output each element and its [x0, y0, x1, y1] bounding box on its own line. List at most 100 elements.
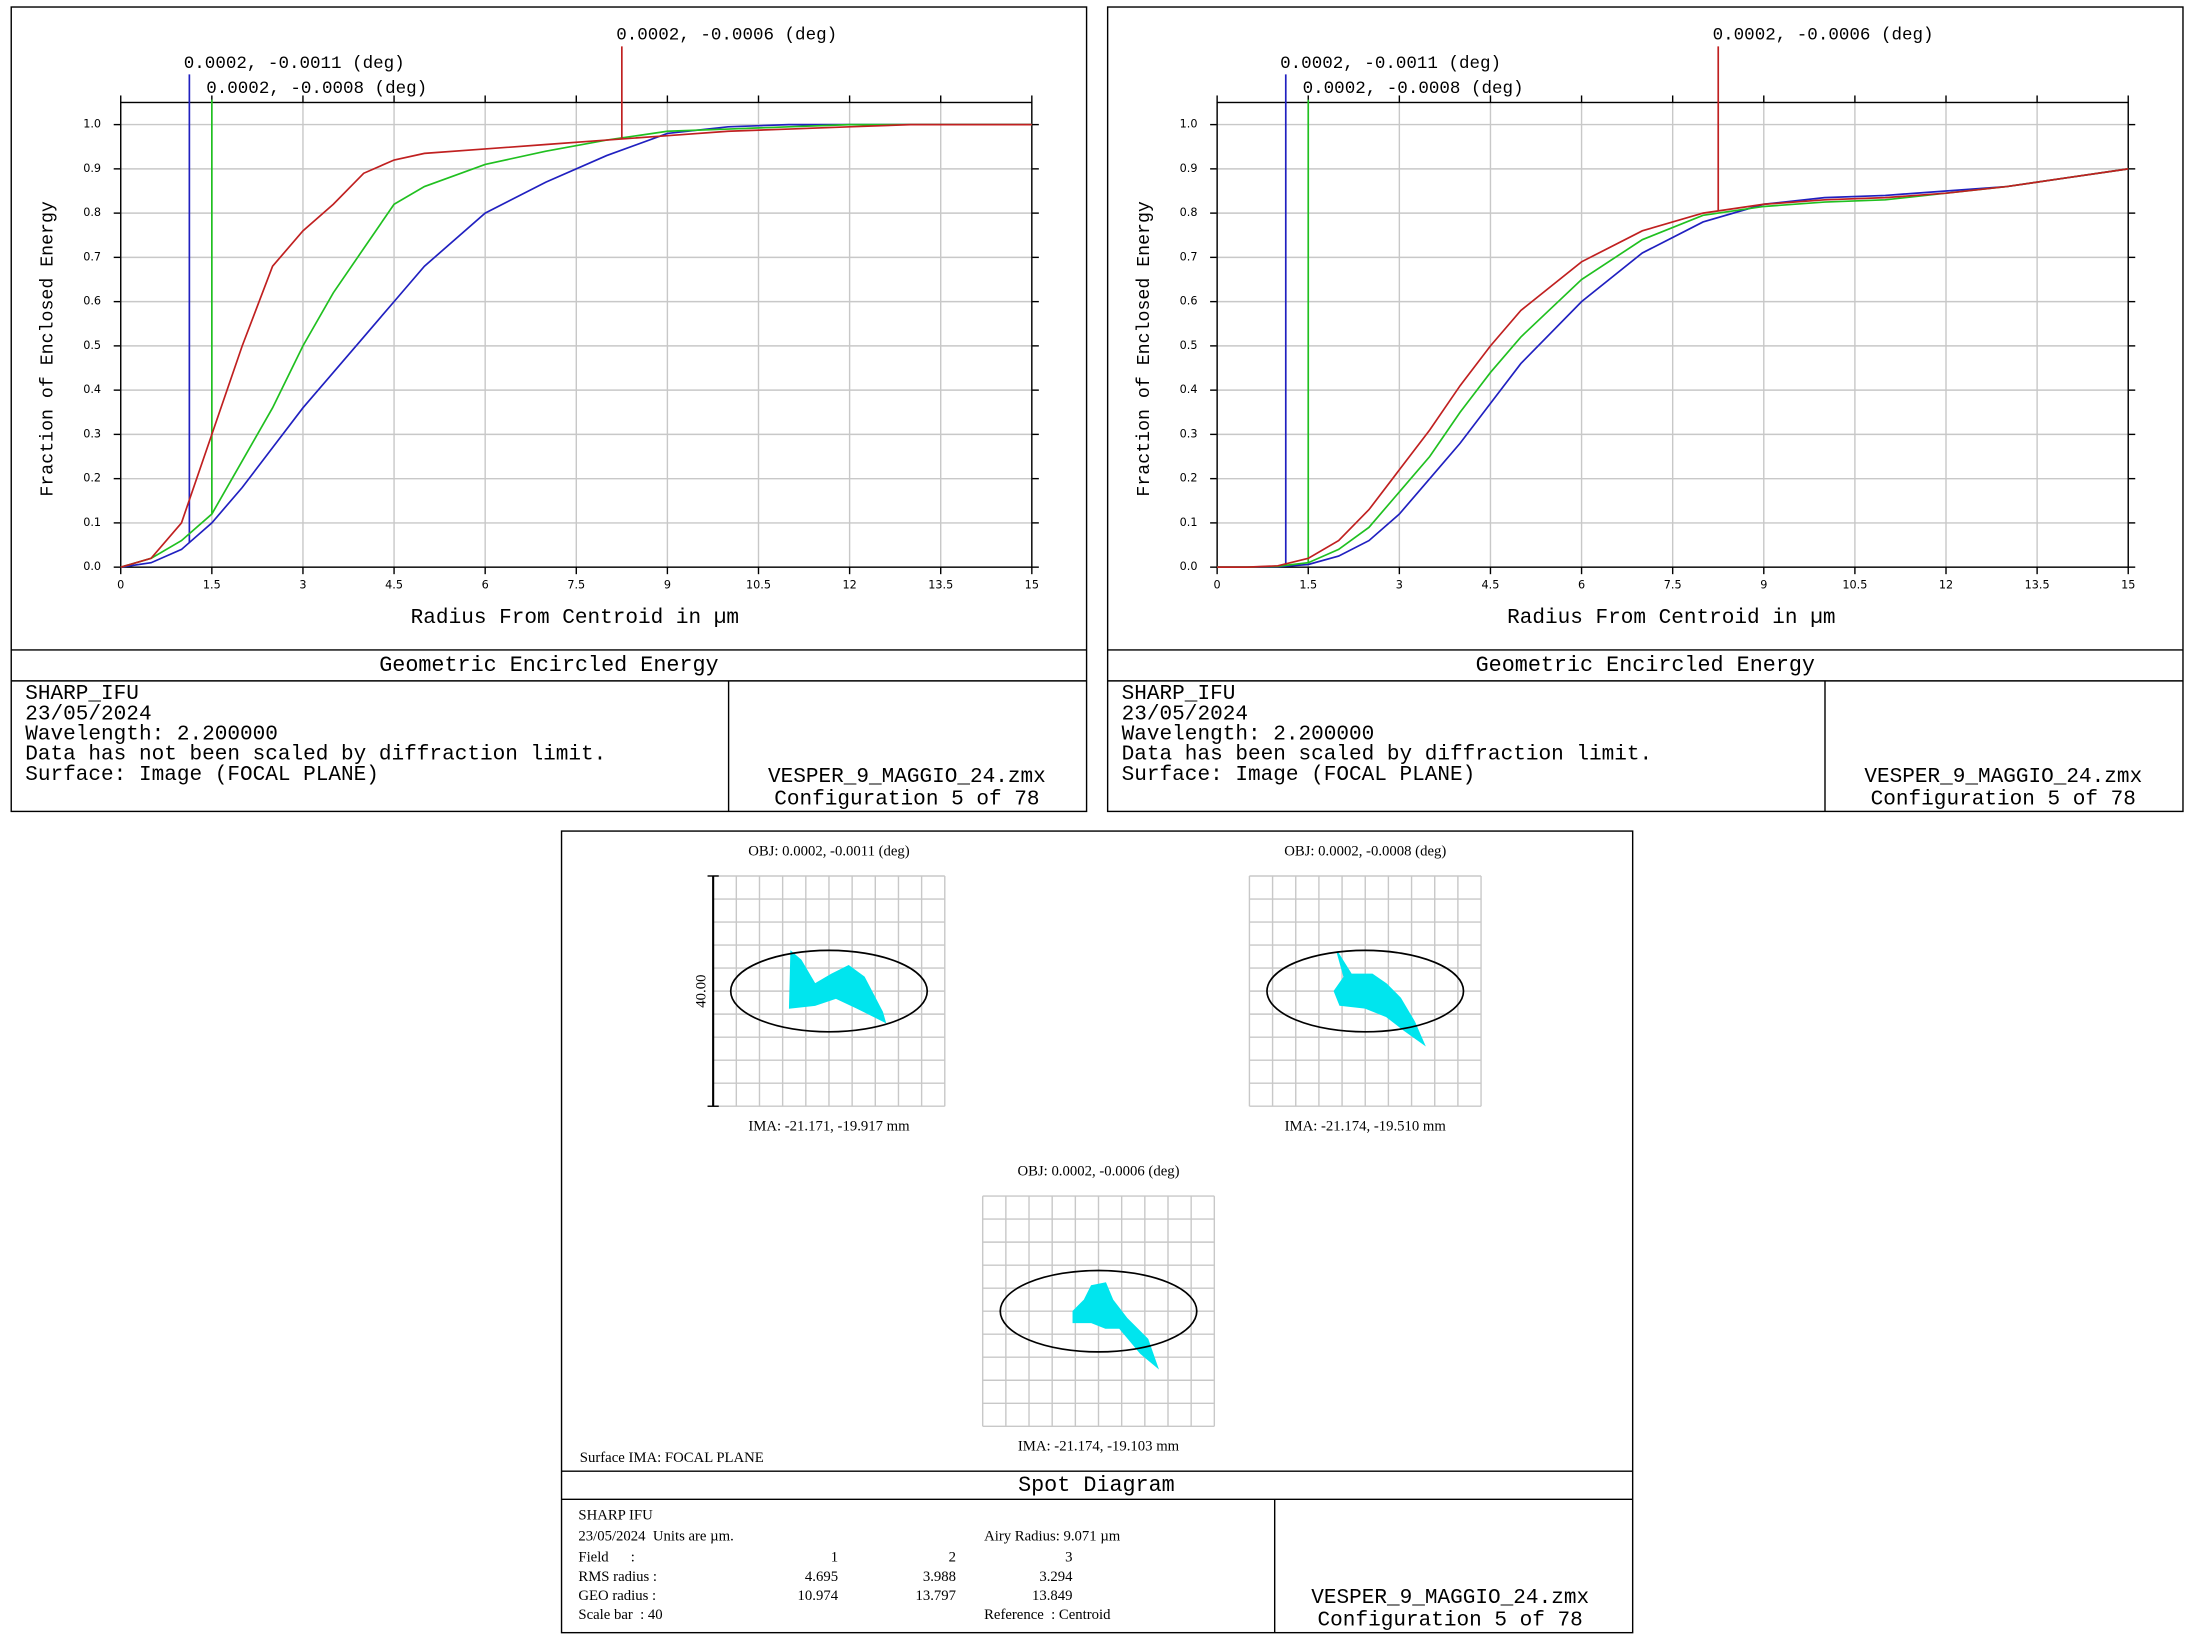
y-axis-label: Fraction of Enclosed Energy: [39, 201, 59, 497]
panel-title: Spot Diagram: [1018, 1473, 1175, 1498]
field-image: IMA: -21.174, -19.103 mm: [1018, 1439, 1180, 1455]
field-image: IMA: -21.174, -19.510 mm: [1285, 1119, 1447, 1135]
plot-frame: [120, 101, 1033, 568]
spot-pattern: [1333, 951, 1426, 1047]
airy-ellipse: [999, 1269, 1198, 1353]
x-tick-label: 6: [482, 578, 489, 591]
y-tick-label: 0.5: [83, 339, 101, 352]
y-axis-label: Fraction of Enclosed Energy: [1135, 201, 1155, 497]
y-tick-label: 0.2: [83, 472, 101, 485]
y-tick-label: 0.8: [83, 206, 101, 219]
surface-label: Surface IMA: FOCAL PLANE: [580, 1450, 764, 1466]
y-tick-label: 0.4: [83, 383, 101, 396]
info-line: Wavelength: 2.200000: [25, 722, 278, 746]
field-label: 0.0002, -0.0011 (deg): [184, 54, 405, 74]
field-object: OBJ: 0.0002, -0.0006 (deg): [1017, 1164, 1179, 1180]
panel-title: Geometric Encircled Energy: [1476, 653, 1815, 678]
field-label: 0.0002, -0.0008 (deg): [206, 79, 427, 99]
x-tick-label: 4.5: [385, 578, 403, 591]
table-cell: GEO radius :: [578, 1588, 656, 1604]
x-tick-label: 1.5: [203, 578, 221, 591]
x-tick-label: 0: [117, 578, 124, 591]
panel-frame: [560, 830, 1634, 1634]
table-cell: 10.974: [798, 1588, 839, 1604]
scale-label: 40.00: [693, 975, 709, 1008]
info-line: Surface: Image (FOCAL PLANE): [25, 763, 379, 787]
field-image: IMA: -21.171, -19.917 mm: [748, 1119, 910, 1135]
y-tick-label: 0.6: [1180, 295, 1198, 308]
info-line: Scale bar : 40: [578, 1607, 662, 1623]
y-tick-label: 0.3: [83, 427, 101, 440]
x-tick-label: 13.5: [2025, 578, 2050, 591]
y-tick-label: 0.2: [1180, 472, 1198, 485]
table-cell: RMS radius :: [578, 1569, 657, 1585]
y-tick-label: 0.4: [1180, 383, 1198, 396]
file-name: VESPER_9_MAGGIO_24.zmx: [768, 765, 1046, 789]
table-cell: 2: [949, 1550, 956, 1566]
x-tick-label: 10.5: [1842, 578, 1867, 591]
y-tick-label: 0.6: [83, 295, 101, 308]
info-line: Airy Radius: 9.071 µm: [984, 1529, 1121, 1545]
x-tick-label: 10.5: [746, 578, 771, 591]
series-line: [1217, 168, 2129, 568]
spot-pattern: [1072, 1282, 1159, 1370]
panel-frame: [10, 6, 1088, 813]
plot-frame: [1216, 101, 2129, 568]
table-cell: 3.294: [1039, 1569, 1073, 1585]
table-cell: 4.695: [805, 1569, 838, 1585]
table-cell: 13.849: [1032, 1588, 1073, 1604]
field-object: OBJ: 0.0002, -0.0008 (deg): [1284, 844, 1446, 860]
x-tick-label: 9: [1760, 578, 1767, 591]
airy-ellipse: [729, 949, 929, 1033]
info-line: 23/05/2024: [25, 702, 151, 726]
y-tick-label: 0.7: [1180, 250, 1198, 263]
series-line: [1217, 168, 2129, 568]
y-tick-label: 0.9: [83, 162, 101, 175]
y-tick-label: 0.1: [83, 516, 101, 529]
x-axis-label: Radius From Centroid in µm: [1507, 606, 1835, 630]
y-tick-label: 0.8: [1180, 206, 1198, 219]
table-cell: 1: [831, 1550, 838, 1566]
y-tick-label: 0.9: [1180, 162, 1198, 175]
x-tick-label: 7.5: [567, 578, 585, 591]
x-tick-label: 3: [1396, 578, 1403, 591]
info-line: SHARP IFU: [578, 1508, 653, 1524]
table-cell: 3: [1065, 1550, 1072, 1566]
field-label: 0.0002, -0.0008 (deg): [1303, 79, 1524, 99]
x-tick-label: 12: [842, 578, 856, 591]
info-line: Surface: Image (FOCAL PLANE): [1122, 763, 1476, 787]
y-tick-label: 0.7: [83, 250, 101, 263]
x-tick-label: 1.5: [1299, 578, 1317, 591]
table-cell: 3.988: [923, 1569, 956, 1585]
field-label: 0.0002, -0.0011 (deg): [1280, 54, 1501, 74]
config-label: Configuration 5 of 78: [1871, 787, 2136, 811]
spot-pattern: [788, 950, 887, 1024]
info-line: 23/05/2024: [1122, 702, 1248, 726]
x-tick-label: 15: [1025, 578, 1039, 591]
config-label: Configuration 5 of 78: [774, 787, 1039, 811]
field-label: 0.0002, -0.0006 (deg): [1713, 26, 1934, 46]
x-tick-label: 7.5: [1664, 578, 1682, 591]
x-tick-label: 13.5: [928, 578, 953, 591]
series-line: [120, 123, 1032, 568]
config-label: Configuration 5 of 78: [1318, 1609, 1583, 1633]
info-line: 23/05/2024 Units are µm.: [578, 1529, 733, 1545]
x-tick-label: 15: [2121, 578, 2135, 591]
y-tick-label: 0.3: [1180, 427, 1198, 440]
field-label: 0.0002, -0.0006 (deg): [616, 26, 837, 46]
table-cell: 13.797: [915, 1588, 956, 1604]
y-tick-label: 1.0: [83, 118, 101, 131]
panel-title: Geometric Encircled Energy: [379, 653, 718, 678]
info-line: Reference : Centroid: [984, 1607, 1111, 1623]
x-tick-label: 12: [1939, 578, 1953, 591]
file-name: VESPER_9_MAGGIO_24.zmx: [1864, 765, 2142, 789]
airy-ellipse: [1266, 949, 1465, 1033]
x-tick-label: 0: [1214, 578, 1221, 591]
y-tick-label: 0.5: [1180, 339, 1198, 352]
info-line: SHARP_IFU: [1122, 682, 1236, 706]
panel-frame: [1106, 6, 2184, 813]
x-tick-label: 6: [1578, 578, 1585, 591]
y-tick-label: 1.0: [1180, 118, 1198, 131]
